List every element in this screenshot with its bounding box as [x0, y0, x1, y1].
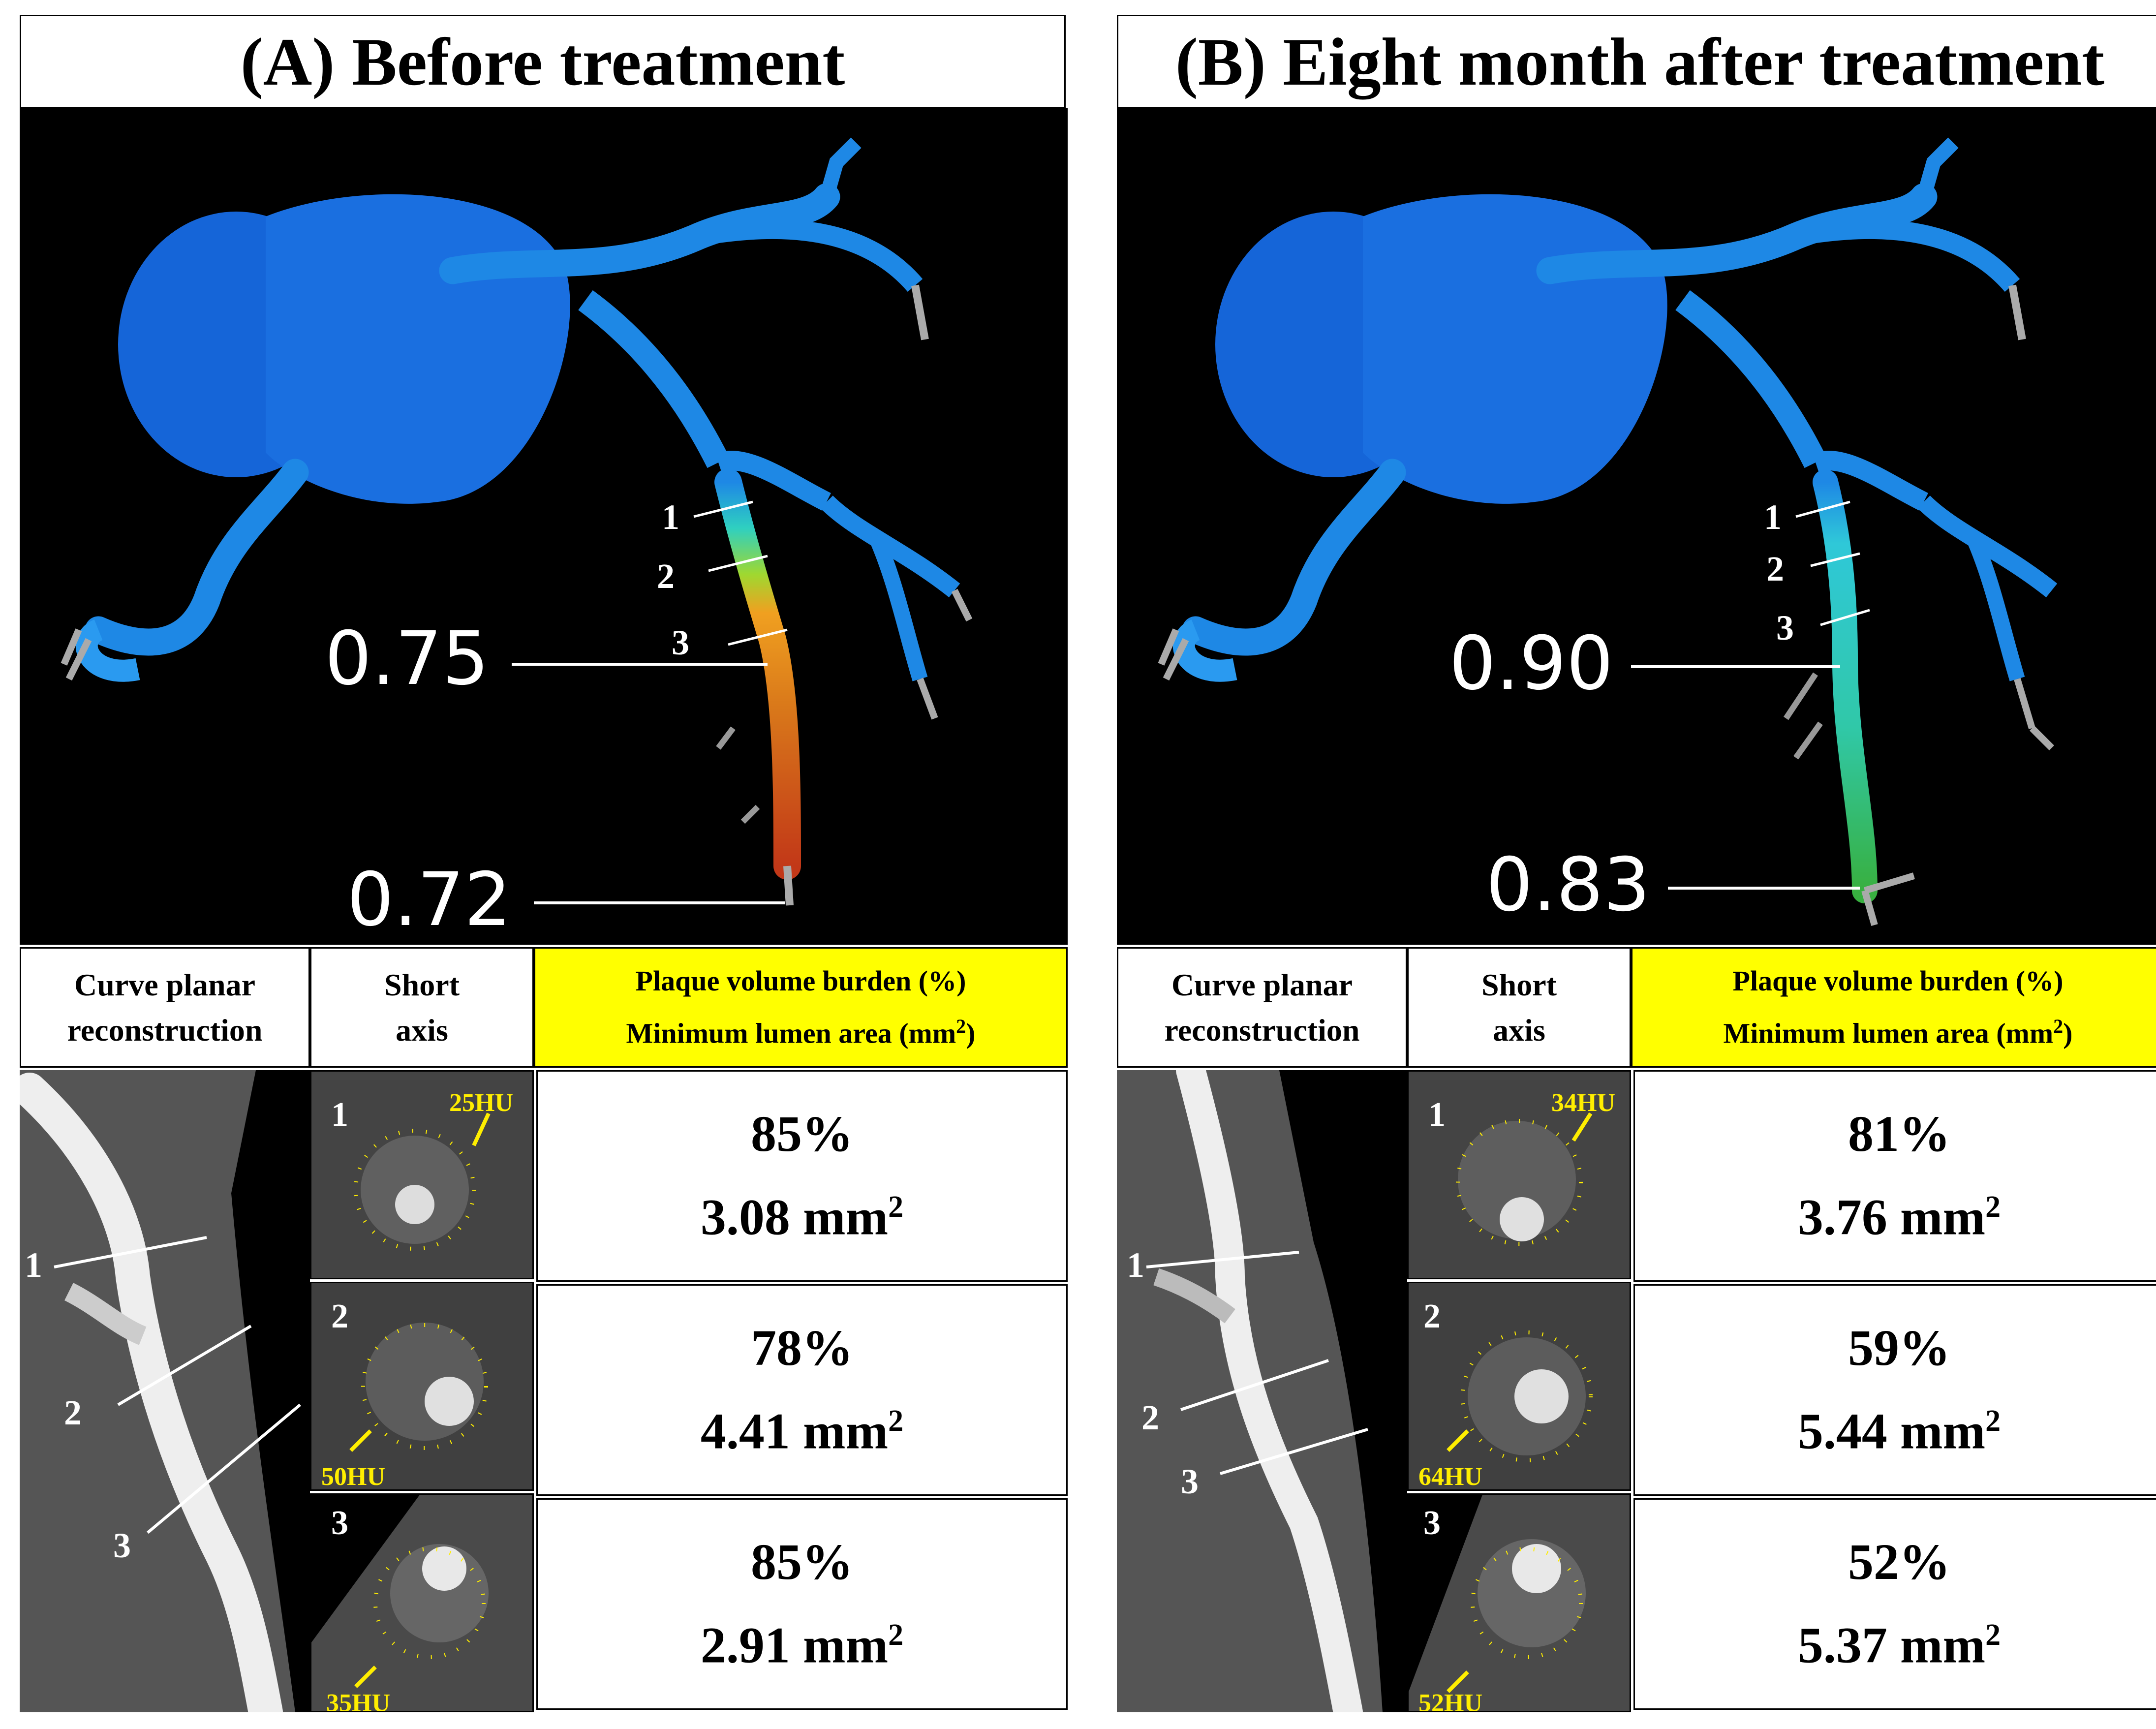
short-axis-2: 2 50HU: [310, 1282, 534, 1491]
short-axis-2: 2 64HU: [1407, 1282, 1631, 1491]
short-axis-3: 3 35HU: [310, 1493, 534, 1712]
segment-marker-3: 3: [1776, 608, 1794, 648]
cpr-label-1: 1: [25, 1245, 42, 1285]
lumen-area: 5.44 mm2: [1797, 1403, 2001, 1460]
coronary-model-graphic: 1 2 3 0.90 0.83: [1158, 137, 2058, 928]
plaque-burden: 59%: [1848, 1320, 1950, 1377]
header-metrics: Plaque volume burden (%) Minimum lumen ar…: [1631, 947, 2156, 1068]
panel-title: (B) Eight month after treatment: [1117, 15, 2156, 108]
coronary-3d-model: 1 2 3 0.90 0.83: [1117, 108, 2156, 945]
cpr-label-2: 2: [1141, 1398, 1159, 1437]
segment-marker-3: 3: [672, 623, 689, 662]
panel-after-treatment: (B) Eight month after treatment: [1117, 15, 2156, 1712]
segment-marker-2: 2: [657, 556, 675, 596]
short-axis-index: 3: [331, 1504, 348, 1542]
segment-marker-2: 2: [1766, 549, 1784, 588]
coronary-model-graphic: 1 2 3 0.75 0.72: [61, 137, 973, 943]
lumen-area: 4.41 mm2: [700, 1403, 904, 1460]
ffr-value-proximal: 0.90: [1449, 621, 1613, 707]
header-short-axis: Short axis: [310, 947, 534, 1068]
lumen-area: 3.08 mm2: [700, 1189, 904, 1246]
lumen-area: 3.76 mm2: [1797, 1189, 2001, 1246]
coronary-3d-model: 1 2 3 0.75 0.72: [20, 108, 1068, 945]
short-axis-1: 1 34HU: [1407, 1070, 1631, 1279]
cpr-label-3: 3: [113, 1526, 131, 1565]
metrics-row-2: 59% 5.44 mm2: [1633, 1284, 2156, 1496]
lumen-area: 2.91 mm2: [700, 1617, 904, 1674]
cpr-label-3: 3: [1181, 1462, 1199, 1501]
plaque-burden: 52%: [1848, 1534, 1950, 1591]
plaque-burden: 81%: [1848, 1106, 1950, 1163]
metrics-row-1: 85% 3.08 mm2: [536, 1070, 1068, 1282]
ffr-value-distal: 0.72: [347, 857, 511, 943]
plaque-burden: 85%: [751, 1106, 853, 1163]
hu-annotation: 52HU: [1418, 1689, 1482, 1712]
results-table: Curve planar reconstruction Short axis Pla…: [20, 947, 1068, 1712]
hu-annotation: 25HU: [449, 1089, 513, 1117]
plaque-burden: 85%: [751, 1534, 853, 1591]
ffr-value-distal: 0.83: [1486, 842, 1650, 928]
hu-annotation: 50HU: [321, 1463, 385, 1491]
header-cpr: Curve planar reconstruction: [1117, 947, 1407, 1068]
metrics-row-1: 81% 3.76 mm2: [1633, 1070, 2156, 1282]
segment-marker-1: 1: [662, 497, 679, 537]
short-axis-3: 3 52HU: [1407, 1493, 1631, 1712]
short-axis-index: 1: [331, 1096, 348, 1134]
header-cpr: Curve planar reconstruction: [20, 947, 310, 1068]
cpr-image: 1 2 3: [1117, 1070, 1407, 1712]
lumen-area: 5.37 mm2: [1797, 1617, 2001, 1674]
segment-marker-1: 1: [1764, 497, 1782, 537]
short-axis-index: 1: [1428, 1096, 1446, 1134]
metrics-row-3: 85% 2.91 mm2: [536, 1498, 1068, 1710]
short-axis-index: 2: [331, 1297, 348, 1335]
panel-title: (A) Before treatment: [20, 15, 1066, 108]
header-metrics: Plaque volume burden (%) Minimum lumen ar…: [534, 947, 1068, 1068]
results-table: Curve planar reconstruction Short axis Pla…: [1117, 947, 2156, 1712]
hu-annotation: 64HU: [1418, 1463, 1482, 1491]
header-short-axis: Short axis: [1407, 947, 1631, 1068]
hu-annotation: 35HU: [326, 1689, 390, 1712]
short-axis-index: 3: [1423, 1504, 1441, 1542]
cpr-image: 1 2 3: [20, 1070, 310, 1712]
ffr-value-proximal: 0.75: [325, 616, 489, 702]
metrics-row-2: 78% 4.41 mm2: [536, 1284, 1068, 1496]
plaque-burden: 78%: [751, 1320, 853, 1377]
metrics-row-3: 52% 5.37 mm2: [1633, 1498, 2156, 1710]
cpr-label-2: 2: [64, 1393, 82, 1432]
short-axis-index: 2: [1423, 1297, 1441, 1335]
cpr-label-1: 1: [1127, 1245, 1144, 1285]
hu-annotation: 34HU: [1551, 1089, 1615, 1117]
panel-before-treatment: (A) Before treatment: [20, 15, 1068, 1712]
short-axis-1: 1 25HU: [310, 1070, 534, 1279]
